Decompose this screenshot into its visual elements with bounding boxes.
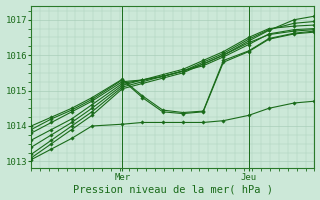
X-axis label: Pression niveau de la mer( hPa ): Pression niveau de la mer( hPa ) xyxy=(73,184,273,194)
